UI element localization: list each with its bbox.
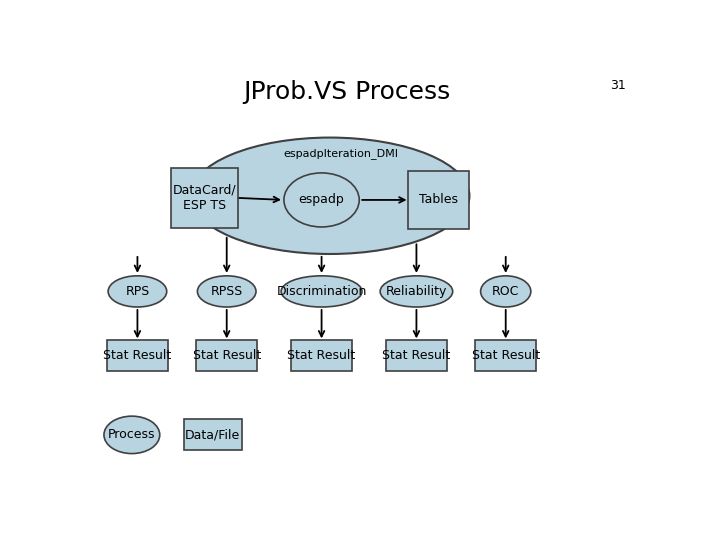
Text: JProb.VS Process: JProb.VS Process [243, 80, 450, 104]
FancyBboxPatch shape [184, 420, 242, 450]
Text: Process: Process [108, 428, 156, 441]
Text: RPSS: RPSS [210, 285, 243, 298]
Text: Discrimination: Discrimination [276, 285, 366, 298]
Text: Stat Result: Stat Result [382, 349, 451, 362]
Ellipse shape [190, 138, 469, 254]
Ellipse shape [281, 276, 362, 307]
Text: RPS: RPS [125, 285, 150, 298]
Text: Data/File: Data/File [185, 428, 240, 441]
Text: DataCard/
ESP TS: DataCard/ ESP TS [173, 184, 236, 212]
Text: Stat Result: Stat Result [192, 349, 261, 362]
Text: Stat Result: Stat Result [103, 349, 171, 362]
FancyBboxPatch shape [475, 341, 536, 371]
Text: Stat Result: Stat Result [472, 349, 540, 362]
Ellipse shape [481, 276, 531, 307]
Ellipse shape [284, 173, 359, 227]
Text: Tables: Tables [419, 193, 458, 206]
Text: Reliability: Reliability [386, 285, 447, 298]
Ellipse shape [197, 276, 256, 307]
Ellipse shape [108, 276, 167, 307]
Ellipse shape [104, 416, 160, 454]
Ellipse shape [380, 276, 453, 307]
FancyBboxPatch shape [107, 341, 168, 371]
Text: Stat Result: Stat Result [287, 349, 356, 362]
FancyBboxPatch shape [291, 341, 352, 371]
FancyBboxPatch shape [408, 171, 469, 229]
Text: 31: 31 [610, 79, 626, 92]
FancyBboxPatch shape [386, 341, 447, 371]
Text: espadpIteration_DMI: espadpIteration_DMI [284, 148, 399, 159]
Text: ROC: ROC [492, 285, 519, 298]
Text: espadp: espadp [299, 193, 344, 206]
FancyBboxPatch shape [197, 341, 257, 371]
FancyBboxPatch shape [171, 168, 238, 228]
